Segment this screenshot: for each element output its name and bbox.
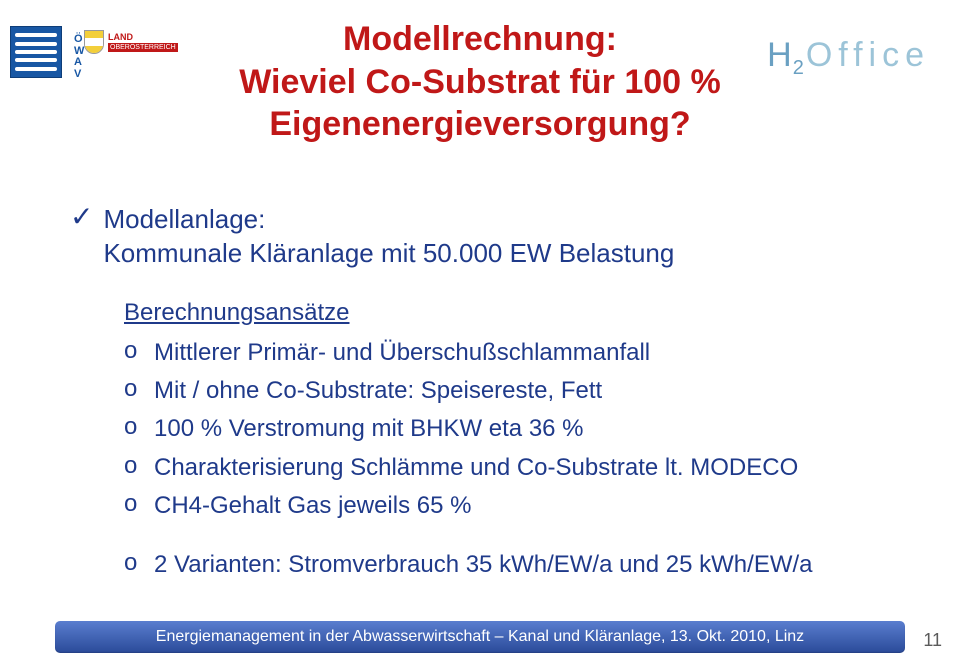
title-line: Eigenenergieversorgung?: [0, 103, 960, 146]
logo-office: Office: [806, 36, 930, 75]
bullet-marker: o: [124, 549, 154, 577]
ooe-label: LAND OBERÖSTERREICH: [108, 33, 178, 52]
sub-heading: Berechnungsansätze: [124, 299, 900, 327]
bullet-marker: o: [124, 375, 154, 403]
logo-h: H: [767, 36, 793, 75]
check-icon: ✓: [70, 203, 93, 231]
bullet-list: oMittlerer Primär- und Überschußschlamma…: [124, 337, 900, 523]
bullet-text: Charakterisierung Schlämme und Co-Substr…: [154, 452, 798, 484]
owav-letters: Ö W A V: [74, 34, 84, 80]
ooe-logo: LAND OBERÖSTERREICH: [84, 30, 178, 54]
bullet-text: 2 Varianten: Stromverbrauch 35 kWh/EW/a …: [154, 549, 813, 581]
list-item: oCharakterisierung Schlämme und Co-Subst…: [124, 452, 900, 484]
bullet-marker: o: [124, 452, 154, 480]
bullet-list-2: o 2 Varianten: Stromverbrauch 35 kWh/EW/…: [124, 549, 900, 581]
logo-left-group: Ö W A V LAND OBERÖSTERREICH: [10, 26, 178, 78]
list-item: o 2 Varianten: Stromverbrauch 35 kWh/EW/…: [124, 549, 900, 581]
slide-body: ✓ Modellanlage: Kommunale Kläranlage mit…: [70, 203, 900, 587]
list-item: o100 % Verstromung mit BHKW eta 36 %: [124, 413, 900, 445]
ooe-shield-icon: [84, 30, 104, 54]
modellanlage-block: ✓ Modellanlage: Kommunale Kläranlage mit…: [70, 203, 900, 271]
list-item: oCH4-Gehalt Gas jeweils 65 %: [124, 490, 900, 522]
bullet-text: Mittlerer Primär- und Überschußschlamman…: [154, 337, 650, 369]
owav-logo-icon: [10, 26, 62, 78]
bullet-text: 100 % Verstromung mit BHKW eta 36 %: [154, 413, 584, 445]
list-item: oMit / ohne Co-Substrate: Speisereste, F…: [124, 375, 900, 407]
bullet-marker: o: [124, 337, 154, 365]
footer-text: Energiemanagement in der Abwasserwirtsch…: [156, 628, 804, 646]
logo-sub2: 2: [793, 57, 804, 80]
bullet-marker: o: [124, 490, 154, 518]
page-number: 11: [923, 630, 942, 651]
bullet-text: Mit / ohne Co-Substrate: Speisereste, Fe…: [154, 375, 602, 407]
h2office-logo: H 2 Office: [767, 36, 930, 75]
modellanlage-line2: Kommunale Kläranlage mit 50.000 EW Belas…: [103, 238, 674, 268]
footer-band: Energiemanagement in der Abwasserwirtsch…: [55, 621, 905, 653]
ooe-ober-text: OBERÖSTERREICH: [108, 43, 178, 52]
modellanlage-line1: Modellanlage:: [103, 204, 265, 234]
bullet-marker: o: [124, 413, 154, 441]
bullet-text: CH4-Gehalt Gas jeweils 65 %: [154, 490, 471, 522]
modellanlage-text: Modellanlage: Kommunale Kläranlage mit 5…: [103, 203, 674, 271]
ooe-land-text: LAND: [108, 33, 178, 42]
list-item: oMittlerer Primär- und Überschußschlamma…: [124, 337, 900, 369]
slide: Ö W A V LAND OBERÖSTERREICH H 2 Office M…: [0, 18, 960, 665]
